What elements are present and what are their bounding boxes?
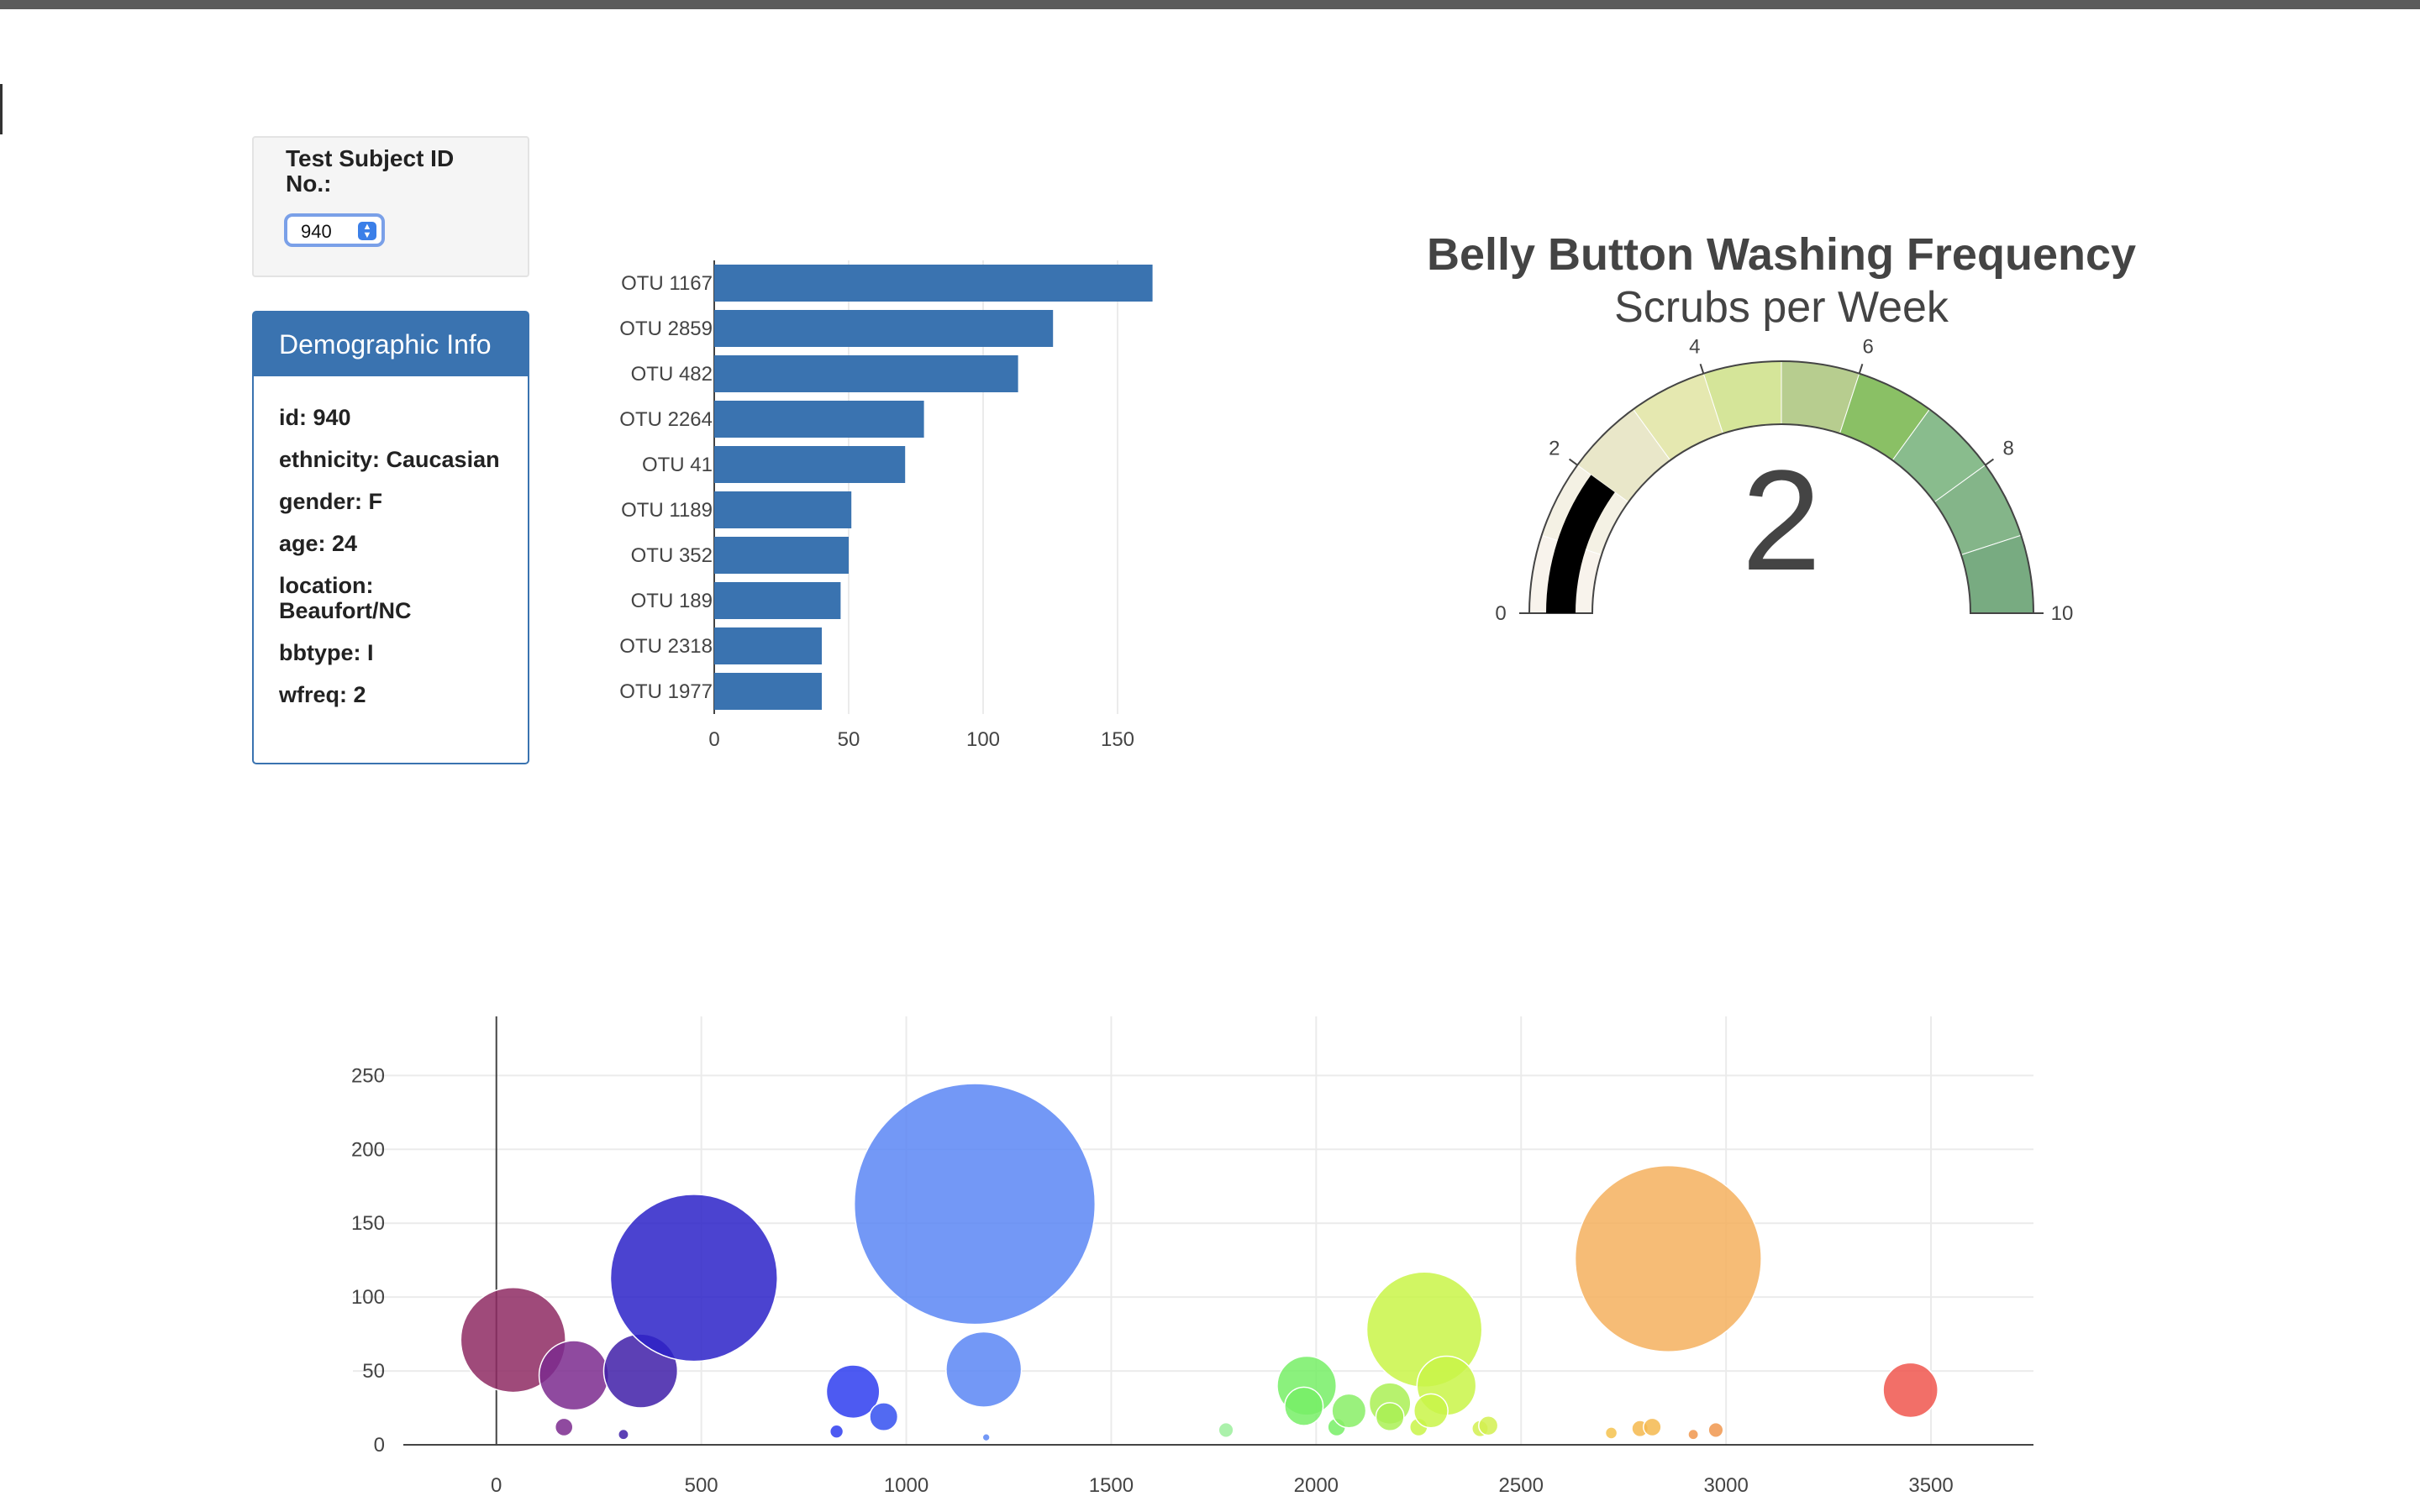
bubble-point: [1643, 1417, 1662, 1437]
washing-frequency-gauge: 0 2 4 6 8 10: [1495, 335, 2074, 625]
gauge-tick-label: 0: [1495, 602, 1506, 625]
gauge-tick-label: 8: [2003, 438, 2014, 460]
demo-row-age: age: 24: [279, 531, 358, 556]
bar-otu-2264: [714, 401, 924, 438]
chevron-updown-icon: ▲ ▼: [358, 222, 376, 240]
bubble-point: [460, 1286, 566, 1394]
top-window-bar: [0, 0, 2420, 9]
bar-otu-2318: [714, 627, 822, 664]
bubble-x-tick-label: 0: [491, 1474, 502, 1497]
otu-bubble-chart: 0 500 1000 1500 2000 2500 3000 3500 0 50 100 150 200…: [351, 1016, 2033, 1497]
demo-row-id: id: 940: [279, 405, 351, 430]
bar-y-tick-label: OTU 482: [631, 363, 713, 386]
gauge-tick-label: 4: [1689, 335, 1700, 358]
bubble-point: [869, 1402, 899, 1432]
bubble-point: [1218, 1421, 1234, 1438]
bubble-point: [554, 1417, 574, 1437]
bar-y-tick-label: OTU 2859: [619, 318, 713, 340]
bubble-point: [1882, 1362, 1939, 1419]
bar-y-tick-label: OTU 2318: [619, 635, 713, 658]
gauge-subtitle: Scrubs per Week: [1614, 283, 1949, 332]
gauge-tick-label: 2: [1549, 438, 1560, 460]
demographic-info-list: id: 940 ethnicity: Caucasian gender: F a…: [254, 376, 528, 707]
bubble-point: [1574, 1164, 1762, 1352]
bubble-x-tick-label: 2000: [1294, 1474, 1339, 1497]
bar-y-tick-label: OTU 352: [631, 544, 713, 567]
demographic-info-title: Demographic Info: [254, 312, 528, 376]
bubble-point: [538, 1340, 610, 1411]
bubble-y-tick-label: 250: [351, 1064, 385, 1087]
bubble-point: [945, 1331, 1023, 1408]
bar-otu-41: [714, 446, 906, 483]
bar-y-tick-label: OTU 1189: [621, 499, 713, 522]
bar-x-tick-label: 0: [708, 728, 719, 751]
demographic-info-panel: Demographic Info id: 940 ethnicity: Cauc…: [252, 311, 529, 764]
bar-otu-482: [714, 355, 1018, 392]
subject-selector-panel: Test Subject ID No.: 940 ▲ ▼: [252, 136, 529, 277]
bubble-point: [1687, 1428, 1700, 1441]
demo-row-gender: gender: F: [279, 489, 383, 514]
demo-row-wfreq: wfreq: 2: [279, 682, 366, 707]
bubble-point: [1284, 1386, 1324, 1426]
gauge-tick: [1858, 363, 1864, 374]
selector-label: Test Subject ID No.:: [286, 145, 455, 197]
bar-y-tick-label: OTU 189: [631, 590, 713, 612]
demo-row-location: location: Beaufort/NC: [279, 573, 412, 623]
bar-y-tick-label: OTU 1977: [619, 680, 713, 703]
bar-otu-189: [714, 582, 841, 619]
gauge-tick: [1985, 458, 1995, 466]
bubble-point: [609, 1194, 778, 1362]
bubble-y-tick-label: 200: [351, 1138, 385, 1161]
bar-otu-1189: [714, 491, 852, 528]
bar-y-tick-label: OTU 41: [642, 454, 713, 476]
bar-x-tick-label: 150: [1101, 728, 1134, 751]
bar-otu-2859: [714, 310, 1054, 347]
bubble-x-tick-label: 1500: [1089, 1474, 1134, 1497]
gauge-tick: [1699, 363, 1705, 374]
bubble-y-tick-label: 150: [351, 1212, 385, 1235]
demo-row-ethnicity: ethnicity: Caucasian: [279, 447, 500, 472]
left-edge-marker: [0, 84, 3, 134]
bubble-point: [1707, 1421, 1724, 1438]
bar-x-tick-label: 100: [966, 728, 1000, 751]
gauge-title: Belly Button Washing Frequency: [1426, 229, 2137, 280]
bubble-point: [853, 1083, 1097, 1326]
top-otu-bar-chart: 0 50 100 150 OTU 1167 OTU 2859 OTU 482 OTU 2264…: [619, 260, 1153, 751]
bubble-point: [825, 1364, 881, 1420]
subject-id-value: 940: [301, 221, 332, 242]
bubble-y-tick-label: 0: [374, 1434, 385, 1457]
bubble-point: [1331, 1393, 1367, 1429]
gauge-value-bar: [1546, 475, 1615, 613]
bar-otu-1977: [714, 673, 822, 710]
bubble-x-tick-label: 1000: [884, 1474, 929, 1497]
gauge-value: 2: [1741, 441, 1822, 601]
bubble-point: [981, 1433, 991, 1442]
bar-otu-352: [714, 537, 849, 574]
bubble-point: [1375, 1402, 1405, 1432]
gauge-tick: [1568, 458, 1578, 466]
bubble-point: [1413, 1393, 1449, 1429]
bubble-point: [1604, 1426, 1618, 1440]
subject-id-dropdown[interactable]: 940 ▲ ▼: [284, 213, 385, 247]
bubble-x-tick-label: 500: [685, 1474, 718, 1497]
bubble-y-tick-label: 50: [362, 1360, 385, 1383]
bubble-y-tick-label: 100: [351, 1286, 385, 1309]
bar-otu-1167: [714, 265, 1153, 302]
bubble-point: [618, 1428, 629, 1441]
bubble-point: [829, 1424, 844, 1439]
bubble-point: [1478, 1415, 1499, 1436]
demo-row-bbtype: bbtype: I: [279, 640, 374, 665]
bubble-x-tick-label: 3500: [1908, 1474, 1953, 1497]
gauge-tick-label: 10: [2051, 602, 2074, 625]
bubble-x-tick-label: 2500: [1499, 1474, 1544, 1497]
bubble-x-tick-label: 3000: [1703, 1474, 1748, 1497]
gauge-outline: [1528, 360, 2035, 614]
bar-y-tick-label: OTU 2264: [619, 408, 713, 431]
bar-y-tick-label: OTU 1167: [621, 272, 713, 295]
bar-x-tick-label: 50: [838, 728, 860, 751]
gauge-tick-label: 6: [1863, 335, 1874, 358]
